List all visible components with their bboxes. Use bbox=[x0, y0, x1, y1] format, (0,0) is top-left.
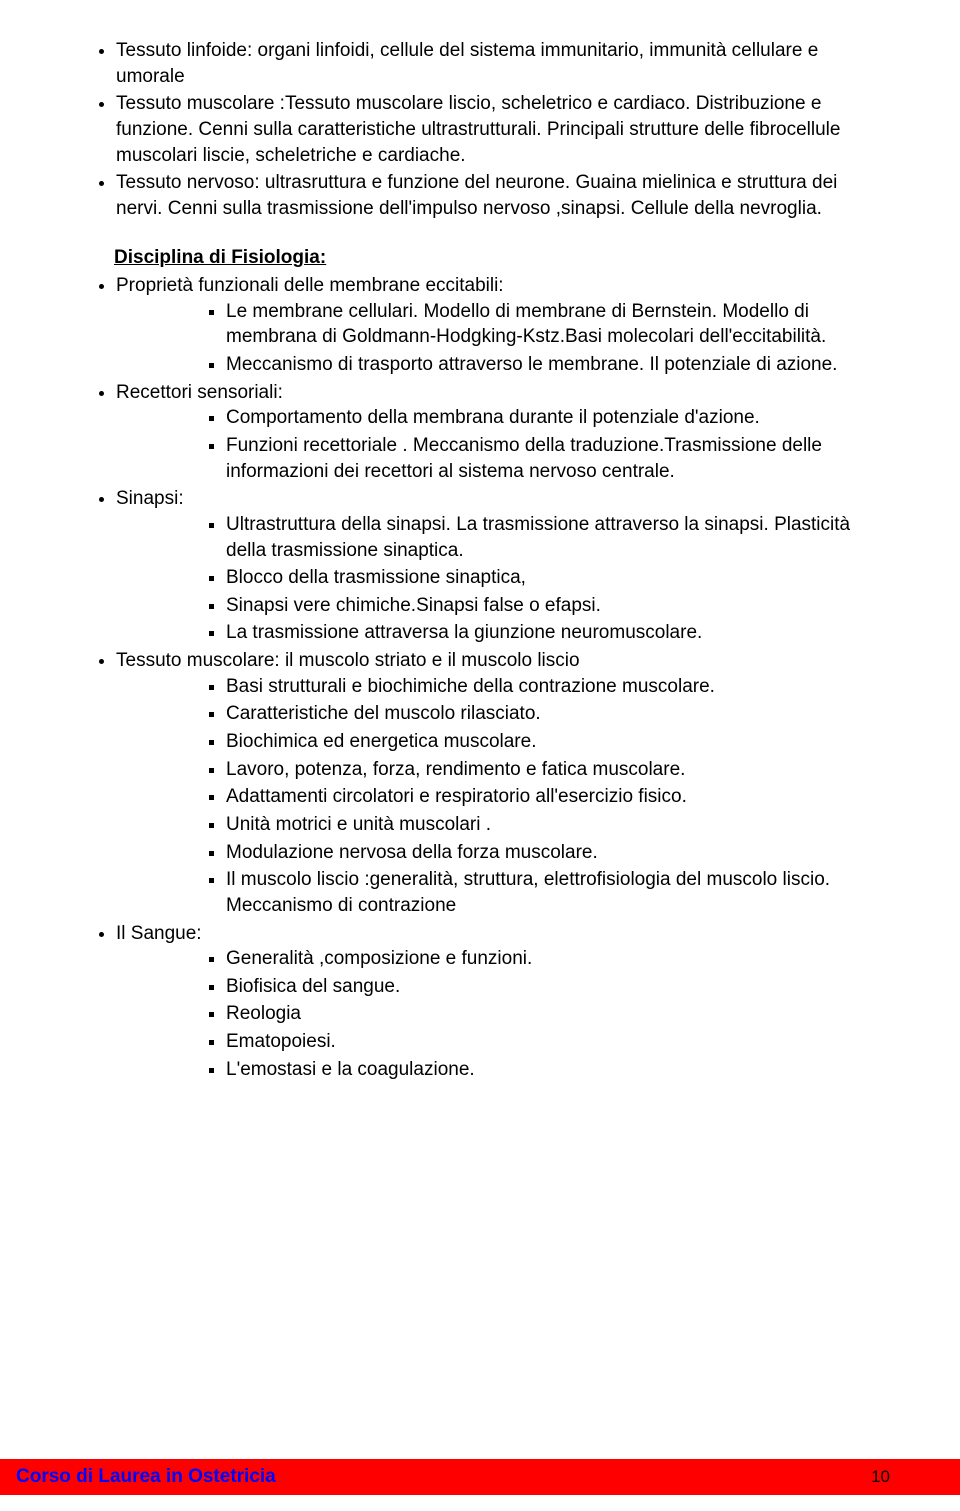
topic-label: Tessuto muscolare: il muscolo striato e … bbox=[116, 650, 580, 671]
topic-label: Il Sangue: bbox=[116, 923, 202, 944]
subtopic-list: Ultrastruttura della sinapsi. La trasmis… bbox=[116, 512, 888, 646]
list-item: Basi strutturali e biochimiche della con… bbox=[226, 674, 888, 700]
list-item: Lavoro, potenza, forza, rendimento e fat… bbox=[226, 757, 888, 783]
list-item: Il muscolo liscio :generalità, struttura… bbox=[226, 867, 888, 918]
topic-label: Proprietà funzionali delle membrane ecci… bbox=[116, 275, 504, 296]
subtopic-list: Comportamento della membrana durante il … bbox=[116, 405, 888, 484]
list-item: Le membrane cellulari. Modello di membra… bbox=[226, 299, 888, 350]
list-item: Biofisica del sangue. bbox=[226, 974, 888, 1000]
topic-item: Sinapsi: Ultrastruttura della sinapsi. L… bbox=[116, 486, 888, 646]
topic-item: Proprietà funzionali delle membrane ecci… bbox=[116, 273, 888, 378]
list-item: Biochimica ed energetica muscolare. bbox=[226, 729, 888, 755]
subtopic-list: Basi strutturali e biochimiche della con… bbox=[116, 674, 888, 919]
list-item: Adattamenti circolatori e respiratorio a… bbox=[226, 784, 888, 810]
topic-item: Il Sangue: Generalità ,composizione e fu… bbox=[116, 921, 888, 1083]
topic-label: Sinapsi: bbox=[116, 488, 184, 509]
list-item: Funzioni recettoriale . Meccanismo della… bbox=[226, 433, 888, 484]
topic-label: Recettori sensoriali: bbox=[116, 382, 283, 403]
list-item: Ultrastruttura della sinapsi. La trasmis… bbox=[226, 512, 888, 563]
list-item: Modulazione nervosa della forza muscolar… bbox=[226, 840, 888, 866]
list-item: Tessuto linfoide: organi linfoidi, cellu… bbox=[116, 38, 888, 89]
list-item: L'emostasi e la coagulazione. bbox=[226, 1057, 888, 1083]
topic-item: Tessuto muscolare: il muscolo striato e … bbox=[116, 648, 888, 918]
page-body: Tessuto linfoide: organi linfoidi, cellu… bbox=[0, 0, 960, 1082]
list-item: Caratteristiche del muscolo rilasciato. bbox=[226, 701, 888, 727]
footer-stripe: Corso di Laurea in Ostetricia 10 bbox=[0, 1459, 960, 1495]
footer-page-number: 10 bbox=[871, 1466, 890, 1489]
section-heading-fisiologia: Disciplina di Fisiologia: bbox=[114, 245, 888, 271]
list-item: Generalità ,composizione e funzioni. bbox=[226, 946, 888, 972]
list-item: La trasmissione attraversa la giunzione … bbox=[226, 620, 888, 646]
subtopic-list: Le membrane cellulari. Modello di membra… bbox=[116, 299, 888, 378]
intro-bullet-list: Tessuto linfoide: organi linfoidi, cellu… bbox=[72, 38, 888, 221]
list-item: Comportamento della membrana durante il … bbox=[226, 405, 888, 431]
list-item: Reologia bbox=[226, 1001, 888, 1027]
list-item: Unità motrici e unità muscolari . bbox=[226, 812, 888, 838]
list-item: Blocco della trasmissione sinaptica, bbox=[226, 565, 888, 591]
topic-item: Recettori sensoriali: Comportamento dell… bbox=[116, 380, 888, 485]
list-item: Meccanismo di trasporto attraverso le me… bbox=[226, 352, 888, 378]
list-item: Tessuto muscolare :Tessuto muscolare lis… bbox=[116, 91, 888, 168]
list-item: Sinapsi vere chimiche.Sinapsi false o ef… bbox=[226, 593, 888, 619]
list-item: Ematopoiesi. bbox=[226, 1029, 888, 1055]
footer-course-title: Corso di Laurea in Ostetricia bbox=[16, 1464, 276, 1490]
topics-list: Proprietà funzionali delle membrane ecci… bbox=[72, 273, 888, 1082]
subtopic-list: Generalità ,composizione e funzioni. Bio… bbox=[116, 946, 888, 1082]
list-item: Tessuto nervoso: ultrasruttura e funzion… bbox=[116, 170, 888, 221]
